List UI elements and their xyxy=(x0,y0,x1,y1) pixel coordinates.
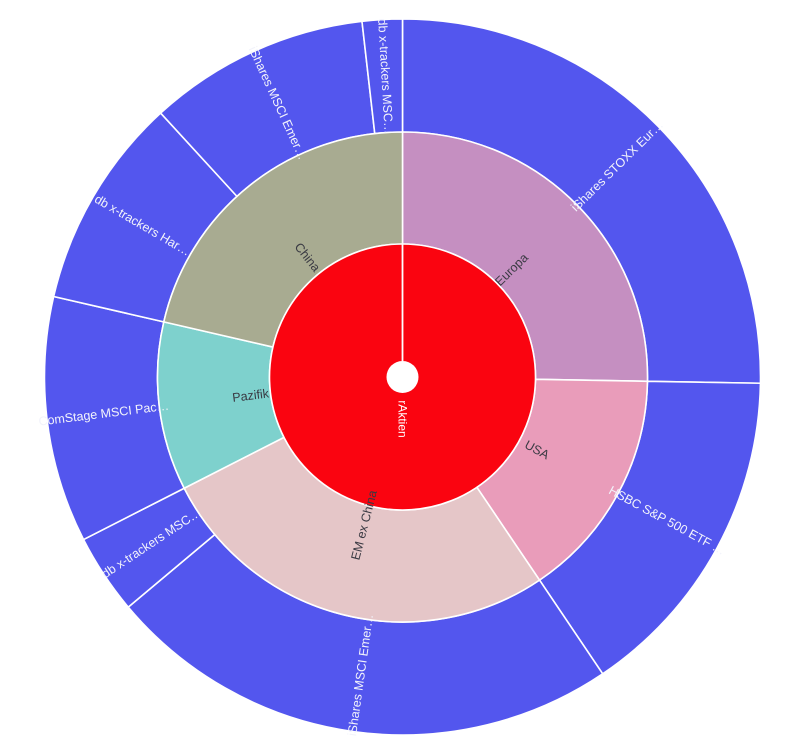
center-hole xyxy=(386,361,419,393)
